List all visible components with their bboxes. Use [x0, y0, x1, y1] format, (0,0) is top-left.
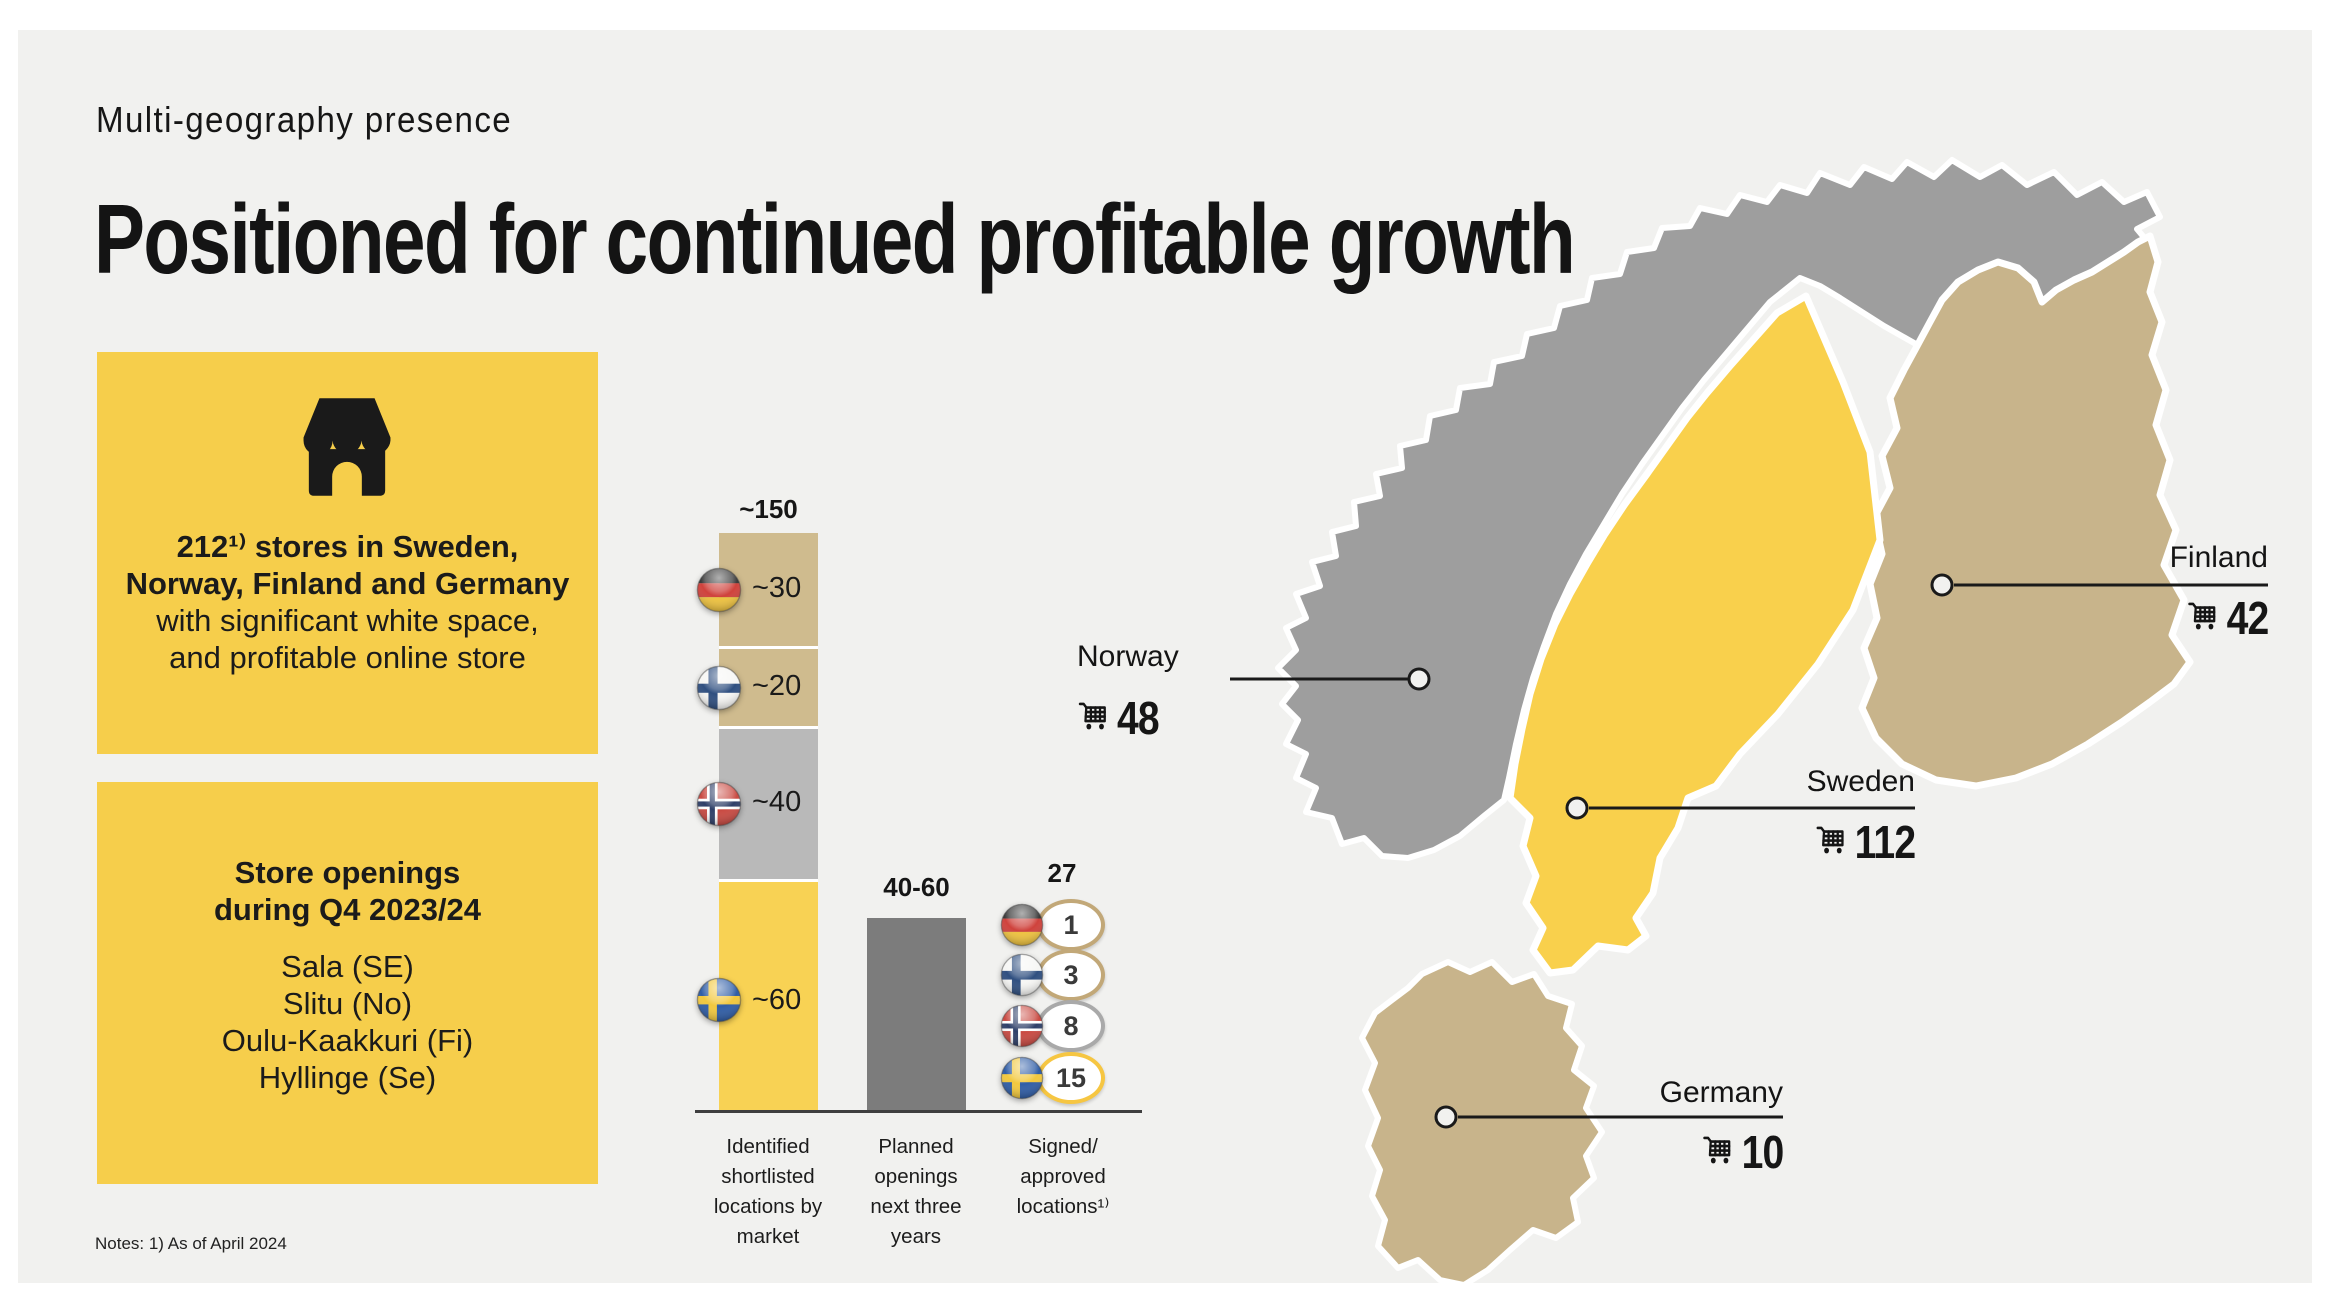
flag-finland-icon — [696, 665, 742, 711]
bar3-total-label: 27 — [1047, 858, 1077, 888]
stores-box-line1: 212¹⁾ stores in Sweden, — [176, 529, 519, 564]
callout-finland: Finland 42 — [2169, 541, 2269, 645]
nordics-germany-map — [1230, 157, 2268, 1288]
x-axis-label-line: locations by — [713, 1195, 823, 1218]
country-label-germany: Germany — [1659, 1076, 1783, 1109]
country-label-sweden: Sweden — [1806, 765, 1915, 798]
openings-title-line2: during Q4 2023/24 — [213, 892, 482, 927]
cart-icon — [1701, 1133, 1733, 1171]
badge-sweden-value: 15 — [1055, 1062, 1087, 1093]
x-axis-label-line: years — [890, 1225, 942, 1248]
x-axis-label-line: approved — [1020, 1165, 1106, 1188]
openings-item: Sala (SE) — [281, 949, 414, 984]
badge-finland-value: 3 — [1063, 959, 1079, 990]
x-axis-label-line: openings — [874, 1165, 958, 1188]
bar-planned-openings — [867, 918, 966, 1111]
x-axis-label-signed: Signed/ approved locations¹⁾ — [973, 1132, 1153, 1222]
stores-box-line4: and profitable online store — [169, 640, 526, 675]
country-label-finland: Finland — [2169, 541, 2268, 574]
country-label-norway: Norway — [1077, 640, 1179, 673]
x-axis-label-line: Signed/ — [1028, 1135, 1098, 1158]
cart-icon — [2186, 599, 2218, 637]
badge-sweden: 15 — [1037, 1052, 1105, 1104]
x-axis-line — [695, 1110, 1142, 1113]
marker-dot-norway — [1407, 667, 1431, 691]
flag-norway-icon — [1000, 1004, 1044, 1048]
flag-norway-icon — [696, 781, 742, 827]
marker-dot-sweden — [1565, 796, 1589, 820]
stores-box-line3: with significant white space, — [156, 603, 539, 638]
flag-germany-icon — [696, 567, 742, 613]
country-stores-finland: 42 — [2184, 591, 2269, 645]
stores-highlight-box: 212¹⁾ stores in Sweden, Norway, Finland … — [97, 352, 598, 754]
x-axis-label-line: locations¹⁾ — [1016, 1195, 1110, 1218]
cart-icon — [1815, 823, 1847, 861]
store-count: 112 — [1854, 816, 1915, 868]
flag-germany-icon — [1000, 903, 1044, 947]
callout-germany: Germany 10 — [1659, 1076, 1784, 1179]
segment-value-sweden: ~60 — [752, 984, 802, 1016]
openings-item: Hyllinge (Se) — [258, 1060, 437, 1095]
openings-highlight-box: Store openings during Q4 2023/24 Sala (S… — [97, 782, 598, 1184]
segment-value-finland: ~20 — [752, 670, 802, 702]
country-stores-germany: 10 — [1678, 1125, 1784, 1179]
segment-value-germany: ~30 — [752, 572, 802, 604]
flag-sweden-icon — [1000, 1056, 1044, 1100]
footnote: Notes: 1) As of April 2024 — [95, 1234, 287, 1253]
x-axis-label-line: next three — [870, 1195, 962, 1218]
cart-icon — [1077, 699, 1109, 737]
openings-title-line1: Store openings — [234, 855, 461, 890]
openings-item: Slitu (No) — [282, 986, 413, 1021]
callout-norway: Norway 48 — [1077, 640, 1179, 745]
bar1-total-label: ~150 — [739, 494, 798, 524]
callout-sweden: Sweden 112 — [1797, 765, 1916, 869]
x-axis-label-planned: Planned openings next three years — [826, 1132, 1006, 1252]
country-stores-norway: 48 — [1077, 691, 1163, 745]
country-stores-sweden: 112 — [1815, 815, 1916, 869]
map-germany — [1359, 959, 1605, 1288]
store-count: 48 — [1116, 692, 1160, 744]
badge-finland: 3 — [1037, 949, 1105, 1001]
bar2-total-label: 40-60 — [883, 872, 950, 902]
badge-germany-value: 1 — [1063, 909, 1079, 940]
badge-norway: 8 — [1037, 1000, 1105, 1052]
marker-dot-finland — [1930, 573, 1954, 597]
flag-sweden-icon — [696, 977, 742, 1023]
map-sweden — [1506, 292, 1884, 977]
openings-item: Oulu-Kaakkuri (Fi) — [221, 1023, 474, 1058]
stacked-bar-identified — [719, 533, 818, 1111]
storefront-icon — [294, 394, 400, 500]
x-axis-label-line: Planned — [878, 1135, 954, 1158]
store-count: 42 — [2226, 592, 2269, 644]
x-axis-label-identified: Identified shortlisted locations by mark… — [668, 1132, 868, 1252]
x-axis-label-line: market — [736, 1225, 800, 1248]
badge-norway-value: 8 — [1063, 1010, 1079, 1041]
badge-germany: 1 — [1037, 899, 1105, 951]
x-axis-label-line: shortlisted — [721, 1165, 815, 1188]
page-title: Positioned for continued profitable grow… — [94, 184, 1576, 294]
x-axis-label-line: Identified — [726, 1135, 810, 1158]
segment-value-norway: ~40 — [752, 786, 802, 818]
flag-finland-icon — [1000, 953, 1044, 997]
marker-dot-germany — [1434, 1105, 1458, 1129]
map-finland — [1858, 232, 2194, 790]
stores-box-line2: Norway, Finland and Germany — [125, 566, 570, 601]
store-count: 10 — [1741, 1126, 1784, 1178]
slide-eyebrow: Multi-geography presence — [96, 99, 513, 140]
